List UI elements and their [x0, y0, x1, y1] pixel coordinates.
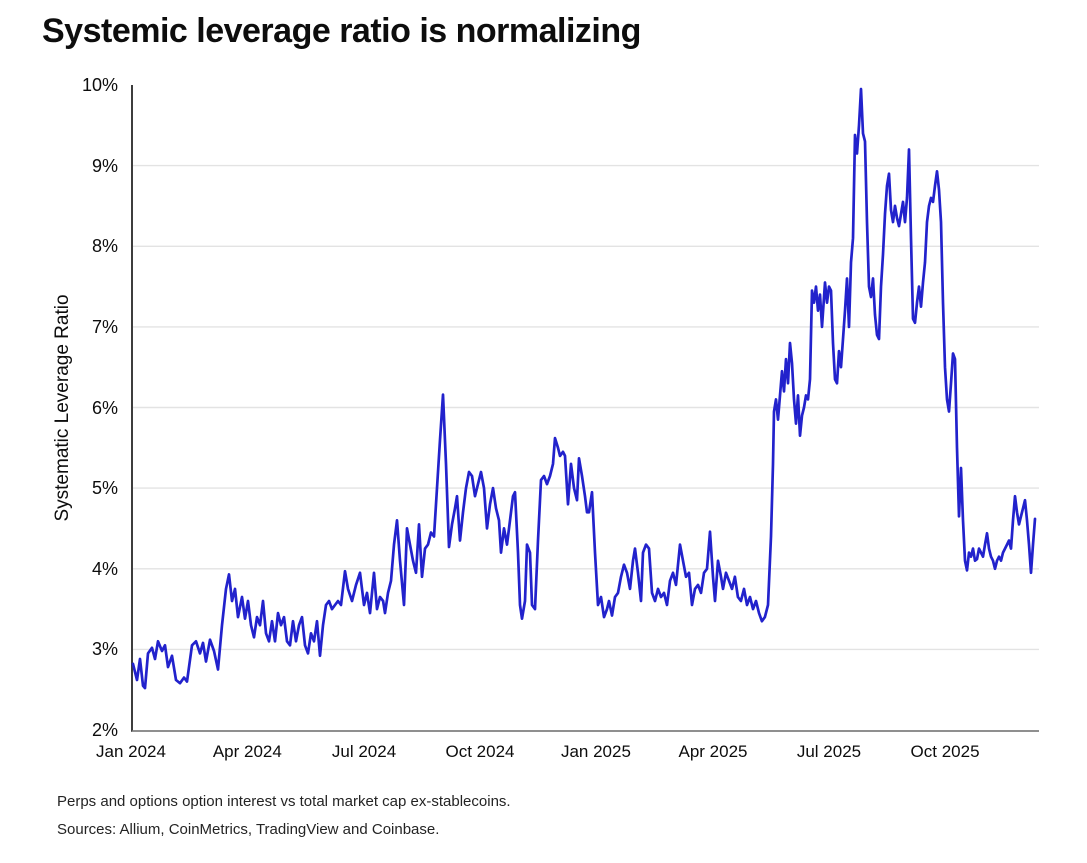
x-tick-label-apr-2025: Apr 2025	[678, 742, 748, 761]
x-tick-label-jan-2025: Jan 2025	[560, 742, 631, 761]
x-tick-label-oct-2025: Oct 2025	[910, 742, 980, 761]
chart-title: Systemic leverage ratio is normalizing	[42, 12, 641, 50]
series-line	[131, 87, 1037, 690]
footnote-description: Perps and options option interest vs tot…	[57, 793, 511, 810]
y-tick-label-2: 2%	[91, 720, 118, 740]
y-tick-label-8: 8%	[91, 236, 118, 257]
x-tick-label-oct-2024: Oct 2024	[445, 742, 515, 761]
x-tick-label-apr-2024: Apr 2024	[212, 742, 282, 761]
x-tick-label-jul-2024: Jul 2024	[331, 742, 397, 761]
chart-svg	[131, 87, 1039, 690]
y-tick-label-7: 7%	[91, 316, 118, 337]
y-tick-label-5: 5%	[91, 478, 118, 499]
footnote-sources: Sources: Allium, CoinMetrics, TradingVie…	[57, 821, 440, 838]
y-tick-label-6: 6%	[91, 397, 118, 418]
x-tick-label-jan-2024: Jan 2024	[96, 742, 166, 761]
y-tick-label-3: 3%	[91, 639, 118, 660]
y-tick-label-10: 10%	[81, 75, 118, 95]
y-tick-label-4: 4%	[91, 558, 118, 579]
plot-area	[131, 85, 1039, 732]
x-tick-label-jul-2025: Jul 2025	[796, 742, 862, 761]
y-tick-label-9: 9%	[91, 155, 118, 176]
